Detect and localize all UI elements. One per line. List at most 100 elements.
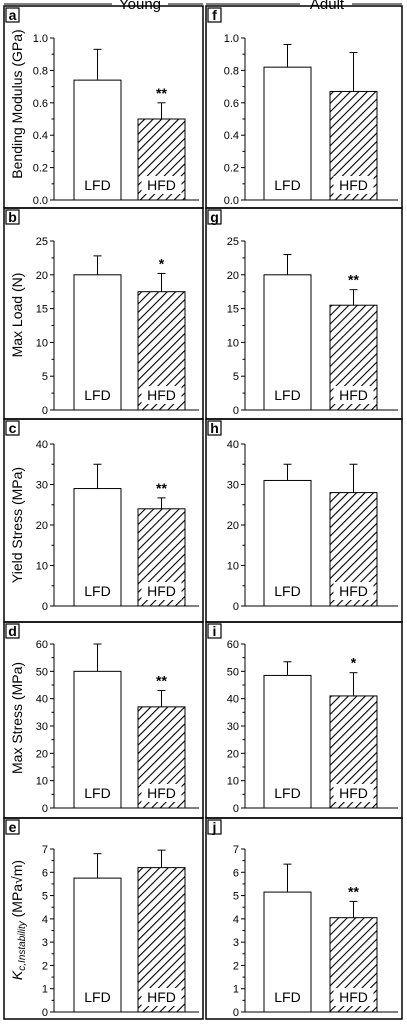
y-tick-label: 15 xyxy=(36,304,48,316)
y-tick-label: 5 xyxy=(233,891,239,903)
y-tick-label: 0 xyxy=(233,405,239,417)
panel-letter: j xyxy=(212,819,217,835)
panel-e: e 0 1 2 3 4 5 6 7 LFD HFD xyxy=(3,817,204,1020)
y-tick-label: 1 xyxy=(42,984,48,996)
y-tick-label: 0 xyxy=(42,601,48,613)
bar-label-bg xyxy=(141,386,182,404)
y-tick-label: 6 xyxy=(42,867,48,879)
y-tick-label: 0.2 xyxy=(33,163,48,175)
y-tick-label: 0.8 xyxy=(33,65,48,77)
panel-letter: c xyxy=(9,420,17,436)
panel-i: i 0 10 20 30 40 50 60 LFD HFD * xyxy=(205,621,403,819)
panel-g: g 0 5 10 15 20 25 LFD HFD ** xyxy=(205,207,403,420)
bar-label-bg xyxy=(333,176,374,194)
panel-letter: g xyxy=(210,209,219,225)
panel-a: a 0.0 0.2 0.4 0.6 0.8 1.0 LFD HFD ** xyxy=(3,5,204,209)
y-tick-label: 6 xyxy=(233,867,239,879)
bar-label-lfd: LFD xyxy=(274,583,300,599)
y-tick-label: 25 xyxy=(36,236,48,248)
y-tick-label: 3 xyxy=(233,937,239,949)
bar-hfd xyxy=(137,867,186,1013)
y-tick-label: 20 xyxy=(36,748,48,760)
panel-frame xyxy=(3,817,204,1020)
panel-letter-box xyxy=(5,623,20,639)
panel-letter-box xyxy=(5,420,20,436)
significance-marker: ** xyxy=(156,480,167,496)
bar-label-lfd: LFD xyxy=(84,387,110,403)
bar-label-lfd: LFD xyxy=(274,785,300,801)
y-tick-label: 25 xyxy=(227,236,239,248)
y-tick-label: 40 xyxy=(36,694,48,706)
panel-letter-box xyxy=(207,623,222,639)
panel-letter-box xyxy=(207,420,222,436)
bar-label-hfd: HFD xyxy=(339,583,368,599)
significance-marker: ** xyxy=(156,85,167,101)
y-tick-label: 0 xyxy=(233,803,239,815)
significance-marker: ** xyxy=(156,672,167,688)
bar-label-lfd: LFD xyxy=(274,177,300,193)
bar-label-lfd: LFD xyxy=(274,989,300,1005)
y-tick-label: 5 xyxy=(42,891,48,903)
y-tick-label: 4 xyxy=(42,914,48,926)
y-tick-label: 1.0 xyxy=(33,33,48,45)
bar-label-bg xyxy=(77,582,118,600)
significance-marker: ** xyxy=(348,272,359,288)
panel-letter-box xyxy=(5,7,20,23)
panel-letter-box xyxy=(207,209,222,225)
panel-letter-box xyxy=(207,819,222,835)
bar-label-hfd: HFD xyxy=(147,177,176,193)
bar-label-hfd: HFD xyxy=(147,989,176,1005)
bar-label-hfd: HFD xyxy=(339,785,368,801)
y-tick-label: 60 xyxy=(227,639,239,651)
bar-label-bg xyxy=(141,988,182,1006)
y-tick-label: 2 xyxy=(233,960,239,972)
y-tick-label: 10 xyxy=(36,337,48,349)
panel-letter: f xyxy=(212,7,217,23)
bar-label-hfd: HFD xyxy=(147,785,176,801)
y-tick-label: 0 xyxy=(233,601,239,613)
panel-letter: d xyxy=(8,623,17,639)
y-tick-label: 1 xyxy=(233,984,239,996)
y-tick-label: 3 xyxy=(42,937,48,949)
row-ylabel-bending-modulus: Bending Modulus (GPa) xyxy=(9,29,25,178)
y-tick-label: 40 xyxy=(227,439,239,451)
bar-label-bg xyxy=(267,988,308,1006)
y-tick-label: 30 xyxy=(227,721,239,733)
panel-d: d 0 10 20 30 40 50 60 LFD HFD ** xyxy=(3,621,204,819)
bar-label-bg xyxy=(77,988,118,1006)
bar-label-bg xyxy=(333,386,374,404)
panel-frame xyxy=(205,817,403,1020)
bar-label-bg xyxy=(267,582,308,600)
panel-letter-box xyxy=(5,819,20,835)
bar-label-hfd: HFD xyxy=(339,989,368,1005)
y-tick-label: 4 xyxy=(233,914,239,926)
y-tick-label: 50 xyxy=(227,666,239,678)
panel-letter: b xyxy=(8,209,17,225)
panel-j: j 0 1 2 3 4 5 6 7 LFD HFD ** xyxy=(205,817,403,1020)
row-ylabel-max-stress: Max Stress (MPa) xyxy=(9,662,25,774)
y-tick-label: 10 xyxy=(227,337,239,349)
bar-label-hfd: HFD xyxy=(339,177,368,193)
bar-label-hfd: HFD xyxy=(339,387,368,403)
y-tick-label: 1.0 xyxy=(224,33,239,45)
panel-h: h 0 10 20 30 40 LFD HFD xyxy=(205,418,403,623)
bar-label-lfd: LFD xyxy=(84,989,110,1005)
y-tick-label: 0.4 xyxy=(224,130,239,142)
row-ylabel-max-load: Max Load (N) xyxy=(9,273,25,358)
y-tick-label: 0 xyxy=(42,405,48,417)
y-tick-label: 0.6 xyxy=(33,98,48,110)
bar-label-bg xyxy=(77,386,118,404)
y-tick-label: 0.0 xyxy=(33,195,48,207)
bar-label-hfd: HFD xyxy=(147,583,176,599)
significance-marker: * xyxy=(351,655,357,671)
y-tick-label: 5 xyxy=(233,371,239,383)
y-tick-label: 10 xyxy=(36,561,48,573)
y-tick-label: 20 xyxy=(36,520,48,532)
bar-label-bg xyxy=(267,386,308,404)
y-tick-label: 0 xyxy=(42,803,48,815)
significance-marker: ** xyxy=(348,883,359,899)
panel-letter: i xyxy=(213,623,217,639)
panel-c: c 0 10 20 30 40 LFD HFD ** xyxy=(3,418,204,623)
y-tick-label: 5 xyxy=(42,371,48,383)
